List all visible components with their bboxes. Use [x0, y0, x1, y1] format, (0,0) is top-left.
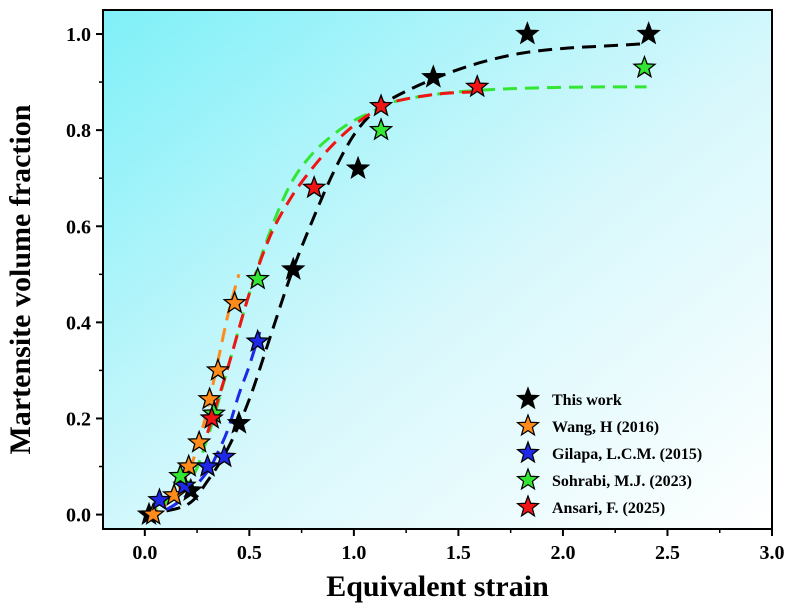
- x-tick-label: 3.0: [760, 542, 785, 564]
- legend-marker: [515, 413, 541, 437]
- legend: This work Wang, H (2016) Gilapa, L.C.M. (2…: [515, 386, 702, 518]
- data-point: [245, 328, 270, 352]
- data-point: [345, 155, 371, 179]
- data-point: [212, 444, 237, 468]
- data-point: [199, 405, 224, 429]
- y-tick-label: 0.6: [66, 216, 91, 238]
- data-point: [245, 266, 270, 290]
- legend-label: Wang, H (2016): [552, 419, 659, 436]
- data-points: [136, 21, 661, 525]
- data-point: [147, 487, 172, 511]
- data-point: [464, 74, 490, 98]
- data-point: [222, 290, 247, 314]
- legend-marker: [515, 386, 541, 410]
- fit-curve: [144, 331, 262, 517]
- y-tick-label: 0.0: [66, 505, 91, 527]
- y-tick-label: 1.0: [66, 24, 91, 46]
- y-tick-label: 0.2: [66, 408, 91, 430]
- data-point: [301, 174, 327, 199]
- data-point: [226, 410, 252, 434]
- data-point: [195, 453, 220, 477]
- legend-label: Sohrabi, M.J. (2023): [552, 473, 692, 490]
- y-axis-title: Martensite volume fraction: [4, 104, 37, 454]
- legend-marker: [515, 467, 541, 491]
- data-point: [140, 501, 166, 525]
- y-tick-label: 0.4: [66, 312, 91, 334]
- fit-curve: [143, 85, 647, 516]
- data-point: [197, 386, 222, 410]
- x-tick-label: 2.0: [550, 542, 575, 564]
- y-tick-label: 0.8: [66, 120, 91, 142]
- fit-curve: [144, 42, 647, 517]
- plot-frame: [102, 9, 773, 530]
- axis-ticks: 0.0 0.5 1.0 1.5 2.0 2.5 3.0 0.0 0.2 0.4 0.6 0.8 1.0: [66, 24, 785, 564]
- data-point: [515, 21, 540, 45]
- x-tick-label: 0.0: [132, 542, 157, 564]
- legend-label: Ansari, F. (2025): [552, 500, 665, 517]
- data-point: [636, 21, 661, 45]
- x-tick-label: 2.5: [655, 542, 680, 564]
- data-point: [281, 256, 306, 280]
- data-point: [168, 463, 193, 487]
- data-point: [368, 93, 394, 117]
- legend-marker: [515, 440, 541, 464]
- legend-label: Gilapa, L.C.M. (2015): [552, 446, 702, 463]
- x-axis-title: Equivalent strain: [326, 570, 549, 603]
- legend-marker: [515, 494, 541, 518]
- legend-label: This work: [552, 392, 622, 409]
- data-point: [421, 64, 446, 88]
- x-tick-label: 1.5: [446, 542, 471, 564]
- x-tick-label: 1.0: [341, 542, 366, 564]
- x-tick-label: 0.5: [237, 542, 262, 564]
- data-point: [186, 429, 212, 453]
- data-point: [632, 54, 657, 79]
- data-point: [368, 117, 394, 141]
- data-point: [205, 357, 231, 381]
- plot-area: [103, 10, 772, 529]
- fit-curve: [206, 90, 480, 434]
